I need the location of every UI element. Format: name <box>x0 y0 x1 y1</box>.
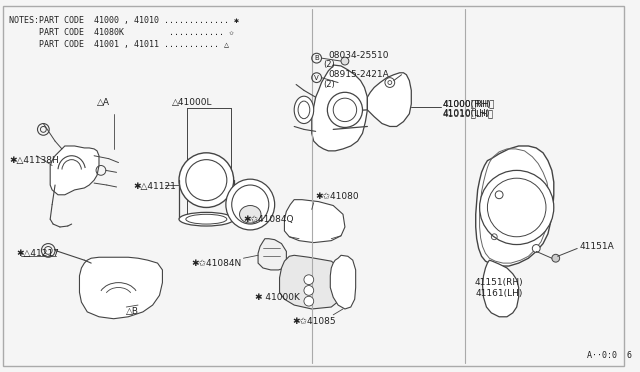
Text: 08034-25510: 08034-25510 <box>328 51 389 60</box>
Circle shape <box>532 244 540 252</box>
Circle shape <box>552 254 559 262</box>
Ellipse shape <box>179 212 234 226</box>
Text: B: B <box>314 55 319 61</box>
Text: (2): (2) <box>323 80 335 89</box>
Ellipse shape <box>226 179 275 230</box>
Text: PART CODE  41001 , 41011 ........... △: PART CODE 41001 , 41011 ........... △ <box>9 39 229 49</box>
Text: △A: △A <box>97 97 110 106</box>
Text: ✱✩41084Q: ✱✩41084Q <box>243 215 294 224</box>
Polygon shape <box>483 260 518 317</box>
Text: PART CODE  41080K         ........... ✩: PART CODE 41080K ........... ✩ <box>9 28 234 37</box>
Text: 41000（RH）: 41000（RH） <box>442 100 495 109</box>
Text: (2): (2) <box>323 61 335 70</box>
Text: △B: △B <box>126 307 140 317</box>
Text: ✱△41121: ✱△41121 <box>133 183 176 192</box>
Circle shape <box>304 286 314 295</box>
Text: A··0:0  6: A··0:0 6 <box>587 351 632 360</box>
Text: 41151(RH): 41151(RH) <box>475 278 524 287</box>
Text: 41010（LH）: 41010（LH） <box>442 109 493 118</box>
Text: △41000L: △41000L <box>172 97 212 106</box>
Polygon shape <box>476 146 554 266</box>
Text: 41010(LH): 41010(LH) <box>442 109 490 118</box>
Text: NOTES:PART CODE  41000 , 41010 ............. ✱: NOTES:PART CODE 41000 , 41010 ..........… <box>9 16 239 25</box>
Text: V: V <box>314 75 319 81</box>
Circle shape <box>341 57 349 65</box>
Text: ✱✩41084N: ✱✩41084N <box>192 259 242 267</box>
Polygon shape <box>367 73 412 126</box>
Text: ✱ 41000K: ✱ 41000K <box>255 293 300 302</box>
Polygon shape <box>79 257 163 319</box>
Polygon shape <box>280 255 345 309</box>
Text: 08915-2421A: 08915-2421A <box>328 70 389 79</box>
Circle shape <box>304 275 314 285</box>
Circle shape <box>179 153 234 208</box>
Polygon shape <box>50 146 99 195</box>
Ellipse shape <box>239 205 261 223</box>
Circle shape <box>495 191 503 199</box>
Text: 41161(LH): 41161(LH) <box>476 289 523 298</box>
Text: ✱△41138H: ✱△41138H <box>9 156 59 165</box>
Text: ✱✩41085: ✱✩41085 <box>292 317 336 326</box>
Circle shape <box>328 92 362 128</box>
Text: ✱△41217: ✱△41217 <box>16 249 59 258</box>
Text: ✱✩41080: ✱✩41080 <box>316 192 359 201</box>
Polygon shape <box>284 200 345 243</box>
Text: 41000(RH): 41000(RH) <box>442 100 491 109</box>
Polygon shape <box>330 255 356 309</box>
Ellipse shape <box>294 96 314 124</box>
Polygon shape <box>258 239 286 270</box>
Text: 41151A: 41151A <box>579 242 614 251</box>
Circle shape <box>304 296 314 306</box>
Circle shape <box>479 170 554 244</box>
Polygon shape <box>312 65 367 151</box>
